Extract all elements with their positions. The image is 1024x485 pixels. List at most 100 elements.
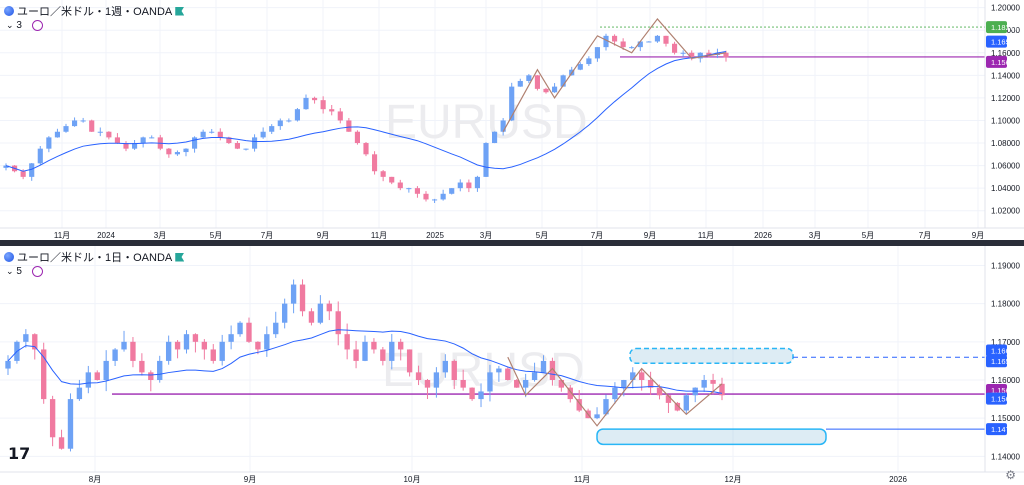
candle-body	[638, 372, 645, 380]
candle-body	[697, 52, 703, 59]
time-tick-label: 11月	[371, 231, 387, 240]
candle-body	[103, 360, 109, 380]
weekly-chart-pane[interactable]: EURUSD1.200001.180001.160001.140001.1200…	[0, 0, 1024, 240]
chevron-down-icon[interactable]: ⌄	[6, 20, 14, 30]
price-tick-label: 1.16000	[991, 376, 1020, 385]
time-tick-label: 2025	[426, 231, 444, 240]
price-tick-label: 1.19000	[991, 261, 1020, 270]
candle-body	[234, 143, 240, 149]
time-tick-label: 9月	[244, 475, 256, 484]
indicator-row-bottom[interactable]: ⌄ 5	[6, 266, 43, 277]
candle-body	[469, 387, 475, 400]
flag-icon[interactable]	[175, 252, 185, 262]
candle-body	[329, 109, 335, 112]
candle-body	[5, 360, 11, 369]
candle-body	[665, 395, 672, 403]
price-tag-bg	[986, 21, 1007, 34]
currency-pair-icon	[4, 6, 14, 16]
candle-body	[166, 148, 172, 155]
candle-body	[346, 120, 352, 132]
candle-body	[130, 341, 136, 361]
candle-body	[424, 380, 431, 388]
candle-body	[389, 341, 395, 361]
candle-body	[320, 100, 326, 110]
candle-body	[505, 368, 511, 380]
candle-body	[20, 171, 26, 177]
candle-body	[255, 341, 261, 350]
candle-body	[540, 360, 547, 373]
candle-body	[210, 349, 216, 361]
candle-body	[281, 303, 288, 323]
time-tick-label: 9月	[317, 231, 329, 240]
candle-body	[201, 341, 208, 350]
currency-pair-icon	[4, 252, 14, 262]
flag-icon[interactable]	[175, 6, 185, 16]
candle-body	[552, 86, 558, 93]
symbol-title-top: ユーロ／米ドル・1週・OANDA	[17, 6, 173, 18]
price-tag: 1.18277	[986, 21, 1018, 34]
candle-body	[534, 75, 540, 89]
candle-body	[76, 387, 83, 400]
candle-body	[603, 399, 609, 415]
price-tick-label: 1.14000	[991, 452, 1020, 461]
candle-body	[149, 137, 155, 139]
time-tick-label: 2026	[754, 231, 772, 240]
candle-body	[672, 43, 678, 53]
time-tick-label: 11月	[698, 231, 714, 240]
candle-body	[663, 35, 669, 44]
candle-body	[701, 380, 707, 388]
candle-body	[264, 334, 270, 350]
candle-body	[183, 334, 190, 350]
candle-body	[594, 414, 600, 419]
time-tick-label: 2026	[889, 475, 907, 484]
price-tick-label: 1.18000	[991, 300, 1020, 309]
time-tick-label: 8月	[89, 475, 101, 484]
candle-body	[646, 41, 652, 43]
daily-chart-svg[interactable]: EURUSD1.190001.180001.170001.160001.1500…	[0, 246, 1024, 485]
candle-body	[41, 349, 47, 400]
symbol-legend-top[interactable]: ユーロ／米ドル・1週・OANDA	[4, 3, 185, 19]
daily-chart-pane[interactable]: EURUSD 1.19000 1.18000 1.17000 1.16000 1.1500…	[0, 246, 1024, 485]
pane-divider[interactable]	[0, 240, 1024, 246]
candle-body	[344, 334, 350, 350]
candle-body	[457, 182, 463, 189]
candle-body	[277, 120, 283, 127]
candle-body	[719, 383, 725, 396]
candle-body	[526, 75, 532, 81]
candle-body	[85, 372, 92, 388]
price-tick-label: 1.12000	[991, 94, 1020, 103]
candle-body	[112, 349, 118, 361]
candle-body	[132, 143, 138, 149]
chevron-down-icon[interactable]: ⌄	[6, 266, 14, 276]
symbol-legend-bottom[interactable]: ユーロ／米ドル・1日・OANDA	[4, 249, 185, 265]
moving-average-line	[7, 329, 723, 394]
candle-body	[674, 402, 681, 411]
time-tick-label: 5月	[536, 231, 548, 240]
candle-body	[522, 380, 529, 388]
indicator-icon[interactable]	[31, 20, 43, 31]
candle-body	[449, 188, 455, 194]
price-tick-label: 1.16000	[991, 49, 1020, 58]
candle-body	[689, 52, 695, 59]
time-tick-label: 2024	[97, 231, 115, 240]
candle-body	[97, 131, 103, 133]
candle-body	[63, 126, 69, 132]
tradingview-logo[interactable]: 17	[8, 444, 31, 463]
price-tag-label: 1.15616	[991, 395, 1018, 404]
candle-body	[576, 399, 582, 411]
price-zone	[596, 428, 827, 446]
indicator-icon[interactable]	[31, 266, 43, 277]
weekly-chart-svg[interactable]: EURUSD1.200001.180001.160001.140001.1200…	[0, 0, 1024, 240]
indicator-row-top[interactable]: ⌄ 3	[6, 20, 43, 31]
candle-body	[23, 334, 29, 342]
time-tick-label: 3月	[480, 231, 492, 240]
candle-body	[89, 120, 95, 132]
candle-body	[273, 322, 279, 335]
price-tag: 1.15616	[986, 392, 1018, 405]
candle-body	[612, 387, 618, 400]
gear-icon[interactable]: ⚙	[1005, 468, 1016, 482]
candle-body	[237, 322, 243, 335]
indicator-count-top: 3	[16, 20, 22, 31]
candle-body	[509, 86, 515, 121]
candle-body	[647, 380, 654, 388]
